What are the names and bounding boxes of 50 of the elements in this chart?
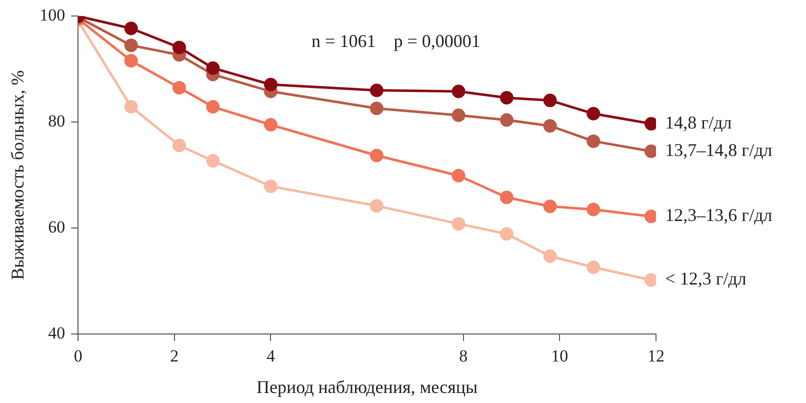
point (172, 80, 186, 94)
y-axis-title: Выживаемость больных, % (8, 70, 28, 280)
point (452, 108, 466, 122)
point (124, 38, 138, 52)
point (206, 100, 220, 114)
x-tick-label: 0 (74, 346, 82, 366)
point (172, 138, 186, 152)
point (543, 200, 557, 214)
annotation: n = 1061 p = 0,00001 (312, 30, 480, 51)
point (206, 154, 220, 168)
x-tick-label: 8 (459, 346, 468, 366)
x-tick-label: 12 (648, 346, 664, 366)
point (264, 78, 278, 92)
point (586, 134, 600, 148)
point (370, 102, 384, 116)
point (264, 118, 278, 132)
series-label: < 12,3 г/дл (665, 268, 746, 289)
y-tick-label: 60 (48, 218, 66, 237)
point (452, 217, 466, 231)
series-label: 13,7–14,8 г/дл (665, 140, 772, 160)
point (500, 190, 514, 204)
point (500, 113, 514, 127)
point (124, 54, 138, 68)
point (500, 91, 514, 105)
x-axis-title: Период наблюдения, месяцы (256, 376, 478, 397)
point (586, 106, 600, 120)
point (370, 148, 384, 162)
point (452, 84, 466, 98)
point (543, 119, 557, 133)
point (452, 168, 466, 182)
series-label: 12,3–13,6 г/дл (665, 205, 772, 226)
point (124, 100, 138, 114)
y-tick-label: 100 (40, 6, 66, 25)
x-tick-label: 2 (170, 346, 179, 366)
point (172, 40, 186, 54)
x-tick-label: 4 (266, 346, 276, 366)
point (206, 61, 220, 75)
point (264, 179, 278, 193)
point (500, 227, 514, 241)
series-label: 14,8 г/дл (665, 112, 732, 132)
point (586, 260, 600, 274)
point (543, 94, 557, 108)
y-tick-label: 40 (48, 323, 66, 342)
y-tick-label: 80 (48, 112, 66, 131)
point (370, 84, 384, 98)
x-tick-label: 10 (551, 346, 568, 366)
point (543, 249, 557, 263)
point (370, 199, 384, 213)
point (124, 22, 138, 36)
point (586, 202, 600, 216)
